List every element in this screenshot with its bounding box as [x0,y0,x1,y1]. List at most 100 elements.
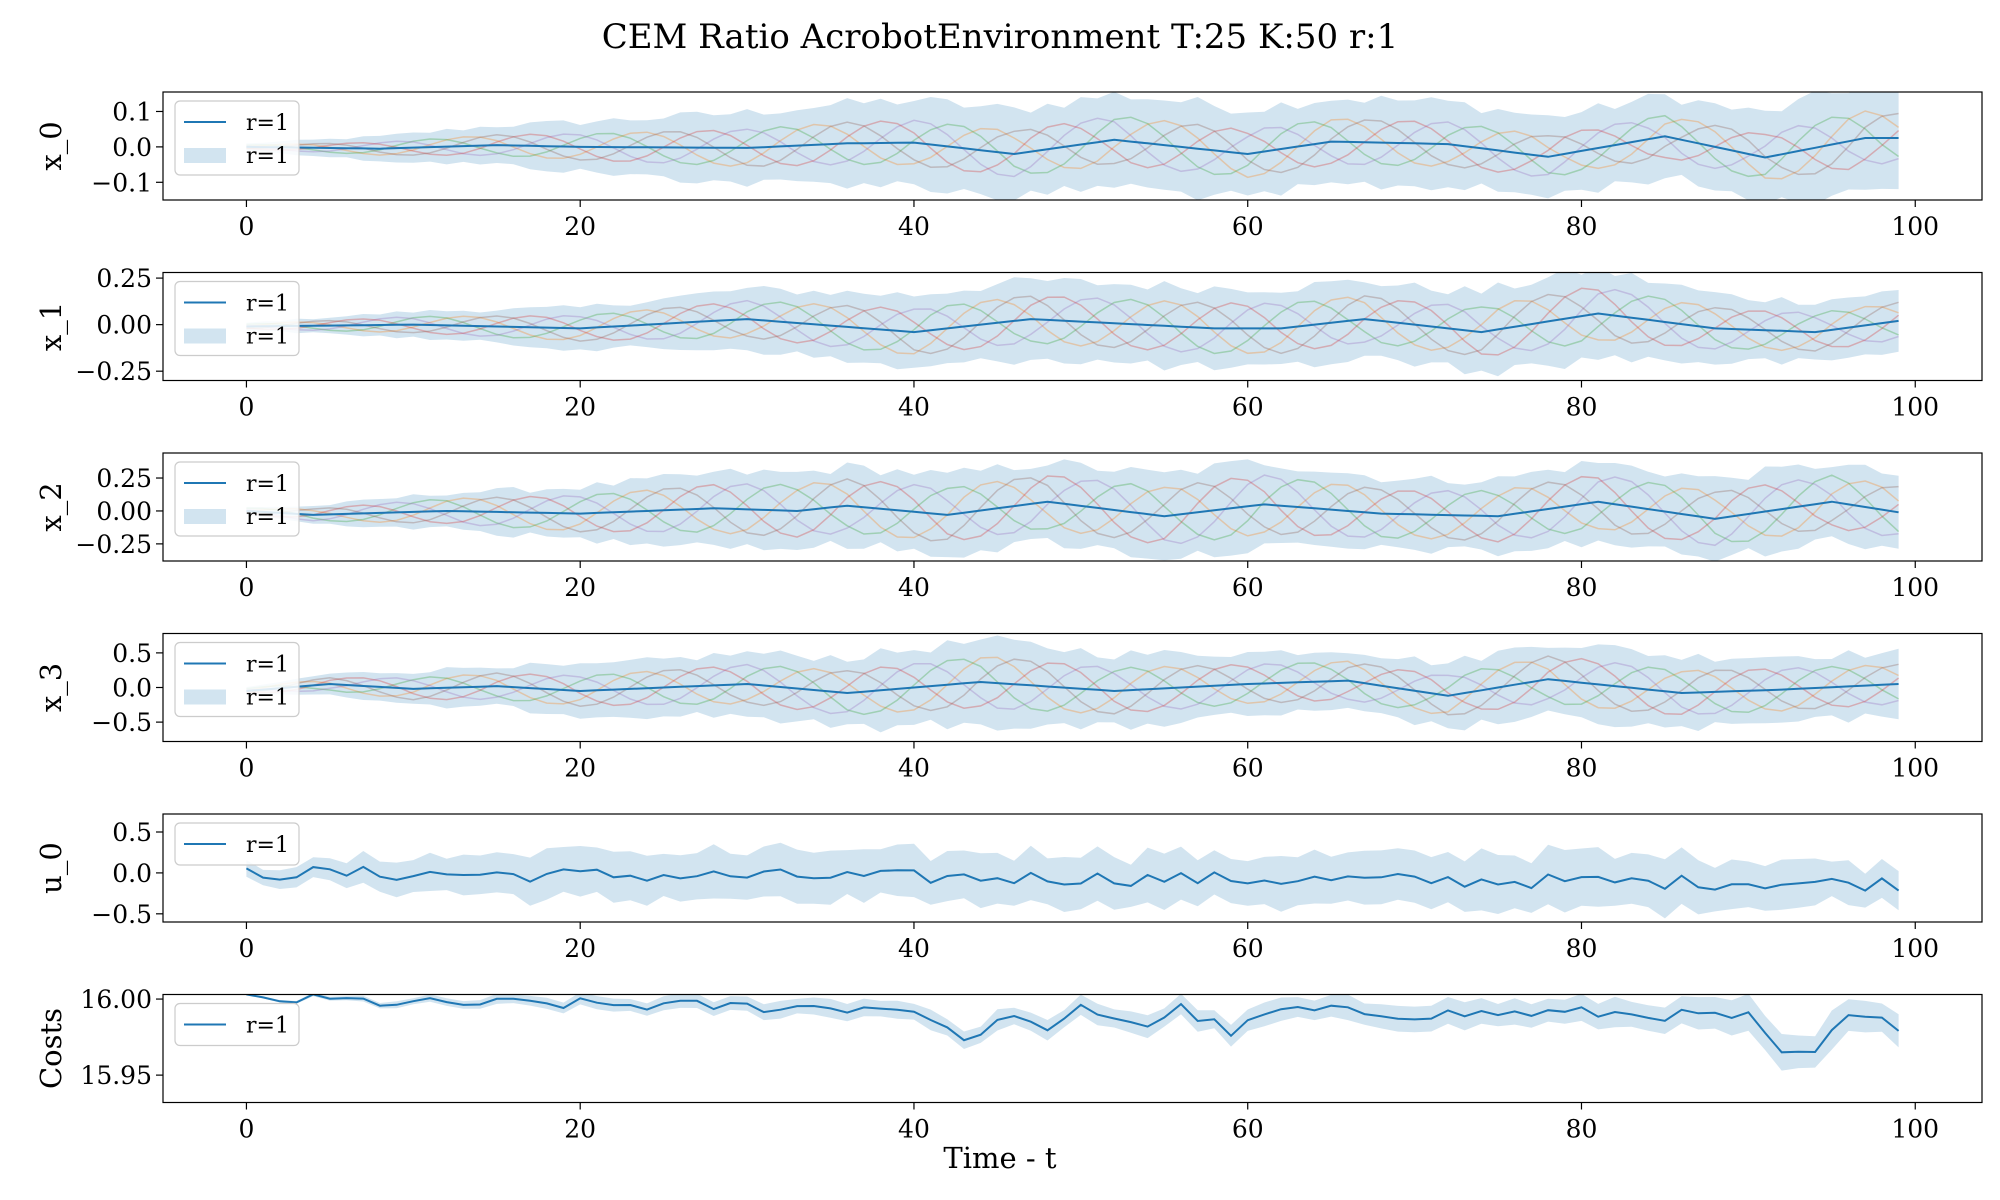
x-tick-label: 0 [238,393,254,422]
legend: r=1r=1 [174,100,300,176]
sample-trajectory [246,655,1899,716]
sample-trajectory [246,114,1900,178]
x-tick-label: 60 [1232,754,1264,783]
x-tick-label: 80 [1566,934,1598,963]
mean-line [246,678,1899,697]
x-tick-label: 60 [1232,573,1264,602]
y-tick-label: 0.25 [96,264,152,293]
y-axis-label: x_3 [34,663,69,712]
sample-trajectory [246,287,1900,356]
plot-area [246,994,1900,1071]
legend-box [174,280,300,357]
y-axis-label: u_0 [34,842,69,894]
sample-trajectory [246,295,1899,355]
x-tick-label: 80 [1566,393,1598,422]
y-tick-label: 0.1 [112,97,152,126]
legend-band-swatch [184,328,226,344]
y-tick-label: 0.5 [112,818,152,847]
legend-band-swatch [184,689,226,705]
x-tick-label: 40 [898,934,930,963]
x-tick-label: 0 [238,1115,254,1144]
x-tick-label: 40 [898,393,930,422]
legend-label: r=1 [246,472,289,497]
sample-trajectory [246,120,1900,173]
x-tick-label: 80 [1566,212,1598,241]
std-band [246,272,1899,377]
x-tick-label: 40 [898,754,930,783]
x-tick-label: 80 [1566,754,1598,783]
y-tick-label: 16.00 [80,985,152,1014]
x-tick-label: 0 [238,573,254,602]
plot-area [246,459,1900,561]
sample-trajectory [246,662,1899,715]
legend-label: r=1 [246,1014,289,1039]
y-axis-label: x_2 [34,482,69,531]
x-tick-label: 20 [564,393,596,422]
legend-box [174,461,300,537]
sample-trajectory [246,477,1899,542]
legend: r=1r=1 [174,641,300,718]
legend-box [174,822,300,866]
plot-area [246,635,1900,733]
sample-trajectory [246,475,1900,544]
y-tick-label: 0.0 [112,674,152,703]
y-tick-label: −0.5 [91,708,152,737]
x-tick-label: 0 [238,212,254,241]
y-axis-label: x_0 [34,121,69,170]
legend: r=1r=1 [174,280,300,357]
y-tick-label: 0.00 [96,497,152,526]
x-tick-label: 100 [1891,934,1939,963]
legend-label: r=1 [246,686,289,711]
x-tick-label: 0 [238,754,254,783]
sample-trajectory [246,110,1900,180]
x-tick-label: 100 [1891,1115,1939,1144]
mean-line [246,500,1899,520]
x-axis-label: Time - t [943,1141,1057,1175]
y-tick-label: 15.95 [80,1061,152,1090]
legend: r=1r=1 [174,461,300,537]
x-tick-label: 80 [1566,1115,1598,1144]
legend: r=1 [174,1002,300,1047]
x-tick-label: 20 [564,573,596,602]
plot-area [246,272,1900,377]
y-tick-label: 0.0 [112,133,152,162]
y-axis-label: x_1 [34,302,69,351]
std-band [246,635,1899,733]
y-axis-label: Costs [34,1008,68,1089]
y-tick-label: −0.5 [91,900,152,929]
legend-label: r=1 [246,833,289,858]
x-tick-label: 80 [1566,573,1598,602]
x-tick-label: 60 [1232,1115,1264,1144]
legend-label: r=1 [246,653,289,678]
legend-label: r=1 [246,111,289,136]
x-tick-label: 100 [1891,754,1939,783]
plot-area [245,842,1900,919]
x-tick-label: 20 [564,1115,596,1144]
std-band [246,994,1899,1071]
y-tick-label: −0.25 [75,530,152,559]
axes-frame [162,813,1983,923]
chart-title: CEM Ratio AcrobotEnvironment T:25 K:50 r… [602,17,1399,57]
legend-box [174,1002,300,1047]
x-tick-label: 60 [1232,934,1264,963]
std-band [246,459,1899,561]
mean-line [245,865,1900,892]
mean-line [246,312,1899,334]
x-tick-label: 40 [898,573,930,602]
x-tick-label: 20 [564,934,596,963]
x-tick-label: 100 [1891,393,1939,422]
mean-line [246,994,1900,1054]
axes-frame [162,271,1983,382]
x-tick-label: 0 [238,934,254,963]
legend-band-swatch [184,148,226,163]
legend-box [174,100,300,176]
mean-line [246,135,1899,159]
sample-trajectory [246,658,1899,716]
subplot-Costs: 0 20 40 60 80 100 16.00 15.95 Costs r=1 [34,985,1983,1144]
axes-frame [162,993,1983,1104]
